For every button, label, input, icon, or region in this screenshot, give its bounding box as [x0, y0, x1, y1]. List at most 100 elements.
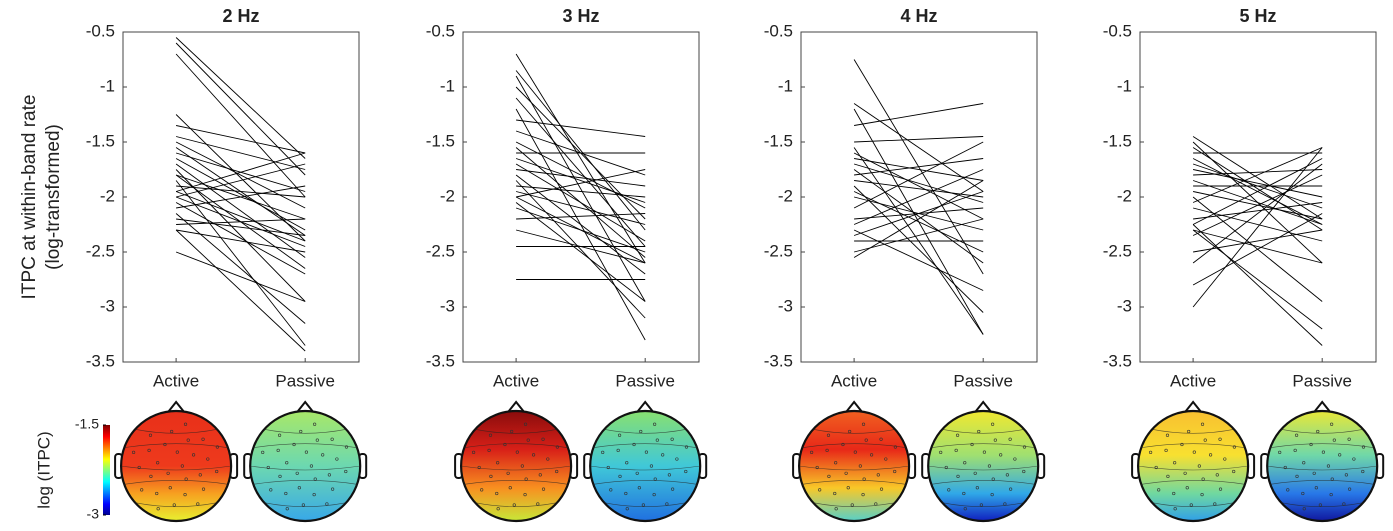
electrode	[1003, 502, 1007, 506]
x-tick-label: Active	[831, 371, 877, 390]
electrode	[999, 453, 1003, 457]
topomap-contour	[250, 465, 361, 471]
electrode	[975, 486, 979, 490]
electrode	[982, 450, 987, 454]
electrode	[1218, 437, 1222, 441]
topomap-nose	[296, 400, 314, 413]
electrode	[196, 502, 200, 506]
electrode	[512, 503, 516, 507]
subject-line	[853, 229, 984, 291]
topomap-head	[459, 409, 573, 523]
electrode	[555, 469, 559, 474]
electrode	[625, 461, 629, 465]
electrode	[1200, 422, 1205, 426]
electrode	[810, 450, 814, 455]
electrode	[206, 457, 210, 461]
subject-line	[515, 207, 646, 253]
subject-line	[515, 202, 646, 302]
electrode	[175, 450, 179, 454]
y-axis-label: (log-transformed)	[43, 124, 64, 270]
y-tick-label: -3.5	[1103, 351, 1132, 370]
electrode	[606, 465, 610, 470]
electrode	[132, 450, 136, 455]
electrode	[1223, 457, 1227, 461]
electrode	[266, 465, 270, 470]
electrode	[520, 464, 524, 468]
x-tick-label: Passive	[953, 371, 1013, 390]
electrode	[166, 471, 170, 475]
subject-line	[516, 185, 646, 198]
y-tick-label: -0.5	[426, 21, 455, 40]
electrode	[186, 438, 190, 442]
subject-line	[516, 169, 646, 198]
electrode	[671, 487, 675, 491]
electrode	[313, 422, 317, 426]
topomap-contour	[475, 502, 558, 507]
subject-line	[516, 169, 646, 187]
x-tick-label: Active	[493, 371, 539, 390]
subject-line	[515, 53, 646, 264]
electrode	[1301, 491, 1305, 496]
electrode	[1321, 450, 1326, 454]
electrode	[869, 453, 874, 457]
electrode	[667, 473, 671, 477]
electrode	[198, 473, 202, 477]
y-tick-label: -1.5	[426, 131, 455, 150]
subject-line	[853, 169, 984, 225]
electrode	[295, 471, 299, 475]
electrode	[876, 473, 880, 477]
subject-line	[1192, 136, 1323, 220]
electrode	[191, 453, 196, 457]
electrode	[477, 465, 481, 470]
electrode	[1173, 507, 1177, 511]
electrode	[826, 433, 831, 437]
y-tick-label: -1.5	[1103, 131, 1132, 150]
electrode	[1185, 486, 1189, 490]
electrode	[853, 450, 857, 454]
subject-line	[176, 125, 306, 154]
subject-line	[176, 229, 306, 253]
electrode	[327, 473, 331, 477]
subject-line	[853, 218, 984, 253]
electrode	[278, 474, 282, 478]
y-tick-label: -0.5	[86, 21, 115, 40]
electrode	[156, 507, 160, 511]
y-tick-label: -1	[1117, 76, 1132, 95]
electrode	[1187, 429, 1191, 434]
electrode	[1183, 471, 1187, 475]
subject-line	[1193, 202, 1323, 220]
topomap-contour	[1141, 443, 1245, 448]
electrode	[624, 491, 628, 496]
electrode	[1157, 488, 1161, 492]
topomap	[583, 400, 708, 523]
subject-line	[515, 141, 646, 209]
topomap-contour	[135, 502, 218, 507]
topomap-nose	[845, 400, 863, 413]
topomap-contour	[253, 443, 358, 448]
electrode	[1232, 445, 1237, 449]
topomap-contour	[461, 465, 572, 471]
topomap	[921, 400, 1046, 523]
topomap	[243, 400, 368, 523]
electrode	[939, 450, 943, 455]
topomap-contour	[1267, 465, 1378, 471]
electrode	[172, 503, 176, 507]
topomap	[792, 400, 917, 523]
subject-line	[854, 180, 984, 198]
electrode	[850, 503, 854, 507]
electrode	[284, 491, 288, 496]
subject-line	[176, 218, 306, 236]
electrode	[495, 491, 499, 496]
electrode	[506, 471, 510, 475]
electrode	[523, 422, 528, 426]
subject-line	[854, 158, 984, 176]
electrode	[147, 448, 151, 452]
subject-line	[176, 185, 306, 209]
chart-title: 2 Hz	[222, 6, 259, 26]
topomap-contour	[464, 443, 568, 448]
electrode	[661, 453, 665, 457]
subject-line	[1192, 147, 1323, 308]
subject-line	[175, 42, 306, 176]
subject-line	[1192, 180, 1323, 225]
electrode	[503, 442, 507, 447]
